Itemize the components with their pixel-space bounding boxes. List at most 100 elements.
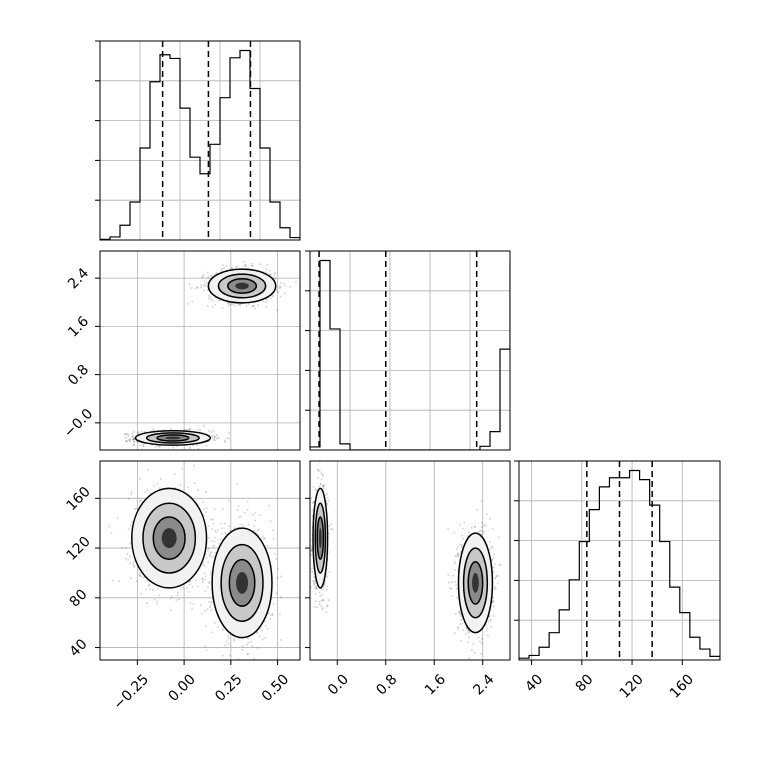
scatter-point xyxy=(236,509,239,511)
scatter-point xyxy=(212,429,215,432)
scatter-point xyxy=(133,443,135,446)
scatter-point xyxy=(471,649,473,651)
scatter-point xyxy=(457,553,460,556)
scatter-point xyxy=(461,534,463,537)
scatter-point xyxy=(262,535,265,538)
scatter-point xyxy=(326,605,329,607)
scatter-point xyxy=(183,428,186,431)
scatter-point xyxy=(210,604,212,607)
scatter-point xyxy=(205,490,207,493)
scatter-point xyxy=(204,553,207,556)
scatter-point xyxy=(135,440,138,442)
scatter-point xyxy=(229,301,231,304)
scatter-point xyxy=(151,444,153,446)
scatter-point xyxy=(331,528,333,531)
scatter-point xyxy=(263,537,266,540)
scatter-point xyxy=(153,484,155,487)
scatter-point xyxy=(221,532,223,535)
scatter-point xyxy=(320,588,323,591)
scatter-point xyxy=(311,514,314,517)
scatter-point xyxy=(481,642,483,645)
scatter-point xyxy=(272,538,275,541)
scatter-point xyxy=(194,579,197,582)
scatter-point xyxy=(249,641,252,643)
scatter-point xyxy=(223,522,226,525)
scatter-point xyxy=(203,508,205,511)
scatter-point xyxy=(201,275,204,278)
scatter-point xyxy=(160,478,162,480)
scatter-point xyxy=(489,548,491,551)
scatter-point xyxy=(460,551,462,553)
scatter-point xyxy=(210,274,213,277)
scatter-point xyxy=(261,629,263,632)
scatter-point xyxy=(251,264,254,267)
panel-frame xyxy=(309,250,511,451)
scatter-point xyxy=(214,303,217,306)
scatter-point xyxy=(197,489,199,491)
scatter-point xyxy=(320,483,322,486)
x-tick-label: 0.00 xyxy=(166,671,199,704)
scatter-point xyxy=(317,469,320,472)
scatter-point xyxy=(306,574,308,576)
y-tick-label: 40 xyxy=(67,636,91,660)
scatter-point xyxy=(132,435,134,438)
scatter-point xyxy=(202,563,204,566)
contour-line xyxy=(131,487,208,589)
scatter-point xyxy=(197,286,199,289)
scatter-point xyxy=(256,532,258,535)
scatter-point xyxy=(322,584,325,587)
scatter-point xyxy=(131,432,134,435)
scatter-point xyxy=(224,532,226,534)
scatter-point xyxy=(262,271,265,273)
scatter-point xyxy=(251,671,253,673)
scatter-point xyxy=(188,428,191,431)
scatter-point xyxy=(182,587,184,589)
scatter-point xyxy=(224,644,227,647)
scatter-point xyxy=(283,292,286,295)
scatter-point xyxy=(190,287,193,289)
scatter-point xyxy=(312,580,314,582)
scatter-point xyxy=(314,592,317,595)
scatter-point xyxy=(217,529,219,531)
scatter-point xyxy=(279,282,282,284)
scatter-point xyxy=(203,578,206,581)
scatter-point xyxy=(186,586,188,589)
scatter-point xyxy=(310,497,312,500)
contour-line xyxy=(228,558,256,607)
scatter-point xyxy=(125,436,127,439)
scatter-point xyxy=(252,304,254,307)
scatter-point xyxy=(210,609,213,612)
scatter-point xyxy=(453,531,456,534)
scatter-point xyxy=(222,629,225,632)
scatter-point xyxy=(459,640,462,642)
scatter-point xyxy=(265,268,267,270)
scatter-point xyxy=(327,500,329,502)
scatter-point xyxy=(210,528,213,530)
scatter-point xyxy=(207,275,210,278)
scatter-point xyxy=(204,284,207,287)
scatter-point xyxy=(317,468,319,471)
scatter-point xyxy=(317,476,319,479)
panels-layer: −0.00.81.62.4−0.25 0.00 0.25 0.504080120160… xyxy=(61,40,721,713)
scatter-point xyxy=(199,567,201,570)
density-level xyxy=(236,571,249,594)
scatter-point xyxy=(275,592,278,595)
scatter-point xyxy=(147,489,149,491)
scatter-point xyxy=(205,649,208,652)
density-level xyxy=(161,528,177,549)
scatter-point xyxy=(330,523,332,526)
scatter-point xyxy=(262,638,264,641)
scatter-point xyxy=(202,501,205,503)
scatter-point xyxy=(140,575,142,578)
contour-line xyxy=(152,516,186,561)
scatter-point xyxy=(138,574,141,577)
scatter-point xyxy=(156,587,159,590)
scatter-point xyxy=(325,573,328,576)
scatter-point xyxy=(471,526,473,529)
scatter-point xyxy=(324,580,326,583)
scatter-point xyxy=(208,581,211,583)
scatter-point xyxy=(205,511,208,513)
scatter-point xyxy=(210,551,212,554)
scatter-point xyxy=(221,628,224,630)
scatter-point xyxy=(242,260,245,263)
